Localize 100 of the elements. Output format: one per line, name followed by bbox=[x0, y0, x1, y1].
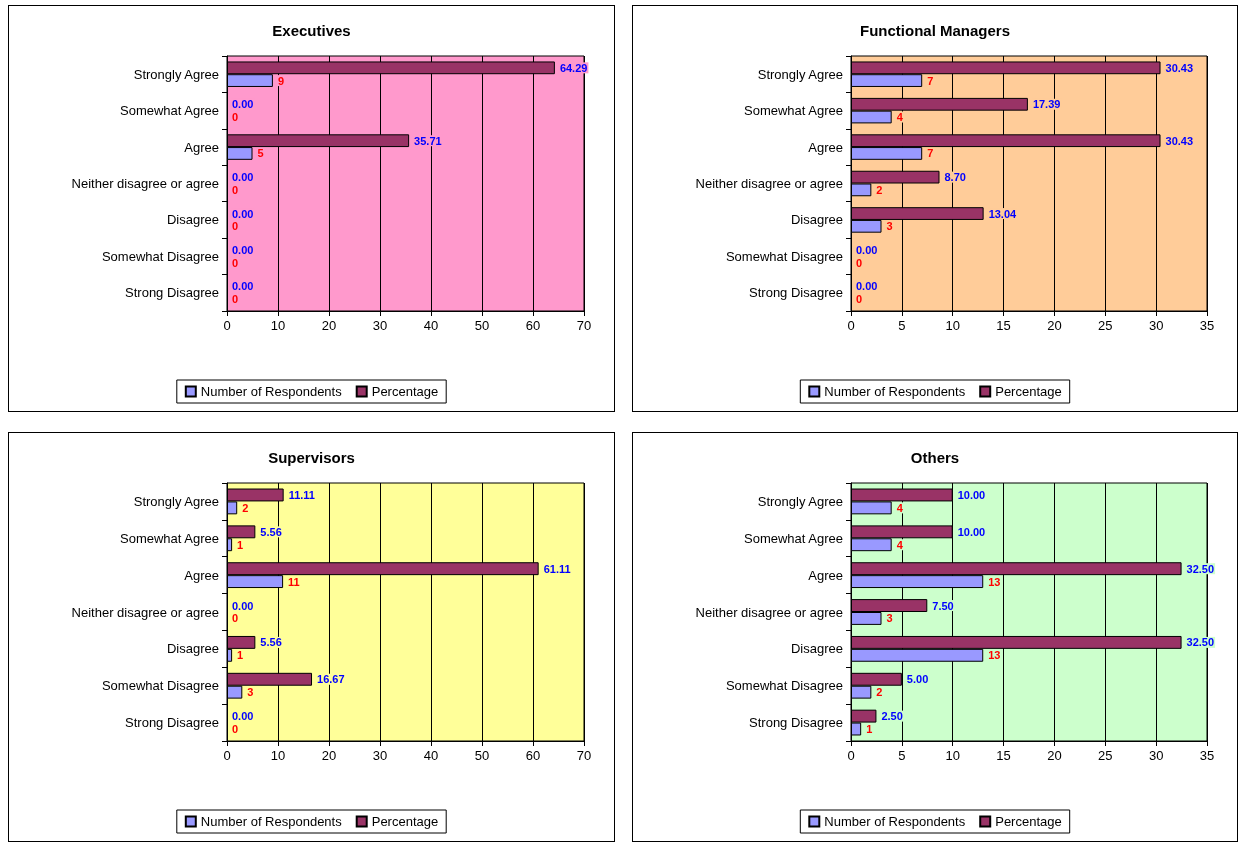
x-tick-label: 60 bbox=[525, 748, 541, 763]
data-label: 16.67 bbox=[317, 673, 345, 686]
x-tick-label: 5 bbox=[898, 318, 906, 333]
data-label: 13 bbox=[988, 575, 1001, 588]
chart-title: Functional Managers bbox=[859, 22, 1011, 39]
data-label: 0.00 bbox=[232, 710, 254, 723]
data-label: 5.00 bbox=[906, 673, 929, 686]
x-tick-label: 10 bbox=[945, 748, 960, 763]
data-label: 10.00 bbox=[957, 525, 986, 538]
x-tick-label: 20 bbox=[321, 318, 337, 333]
data-label: 5.56 bbox=[260, 636, 282, 649]
y-tick-label: Neither disagree or agree bbox=[71, 176, 219, 191]
y-tick-label: Somewhat Disagree bbox=[101, 248, 219, 264]
data-label: 5 bbox=[257, 147, 264, 160]
y-tick-label: Strong Disagree bbox=[125, 285, 219, 301]
legend-label: Number of Respondents bbox=[824, 814, 966, 829]
data-label: 1 bbox=[237, 649, 244, 662]
y-tick-label: Somewhat Agree bbox=[119, 530, 219, 546]
x-tick-label: 35 bbox=[1199, 318, 1215, 333]
x-tick-label: 35 bbox=[1199, 748, 1215, 763]
data-label: 13.04 bbox=[988, 207, 1018, 220]
x-tick-label: 25 bbox=[1098, 748, 1113, 763]
data-label: 7.50 bbox=[932, 599, 954, 612]
data-label: 0.00 bbox=[232, 98, 254, 111]
data-label: 61.11 bbox=[543, 562, 571, 575]
y-tick-label: Somewhat Disagree bbox=[725, 678, 843, 694]
y-tick-label: Strongly Agree bbox=[133, 66, 219, 82]
y-tick-label: Strongly Agree bbox=[757, 493, 843, 509]
data-label: 10.00 bbox=[957, 488, 986, 501]
data-label: 5.56 bbox=[260, 525, 282, 538]
x-tick-label: 25 bbox=[1098, 318, 1113, 333]
y-tick-label: Strong Disagree bbox=[749, 285, 843, 301]
legend-label: Percentage bbox=[995, 384, 1062, 399]
y-tick-label: Agree bbox=[184, 139, 219, 155]
x-tick-label: 50 bbox=[474, 748, 490, 763]
y-tick-label: Strong Disagree bbox=[749, 715, 843, 731]
x-tick-label: 0 bbox=[223, 318, 231, 333]
data-label: 1 bbox=[866, 723, 873, 736]
x-tick-label: 30 bbox=[372, 748, 388, 763]
data-label: 0 bbox=[856, 256, 863, 269]
data-label: 0 bbox=[232, 293, 239, 306]
y-tick-label: Somewhat Disagree bbox=[725, 248, 843, 264]
x-tick-label: 70 bbox=[576, 318, 592, 333]
data-label: 1 bbox=[237, 538, 244, 551]
data-label: 3 bbox=[886, 612, 893, 625]
x-tick-label: 30 bbox=[1148, 318, 1164, 333]
y-tick-label: Strongly Agree bbox=[133, 493, 219, 509]
x-tick-label: 0 bbox=[847, 318, 855, 333]
data-label: 4 bbox=[896, 111, 904, 124]
legend-label: Number of Respondents bbox=[200, 384, 343, 399]
data-label: 0 bbox=[856, 293, 863, 306]
data-label: 7 bbox=[927, 147, 934, 160]
data-label: 0.00 bbox=[856, 243, 878, 256]
data-label: 0 bbox=[232, 612, 239, 625]
x-tick-label: 70 bbox=[576, 748, 592, 763]
data-label: 0.00 bbox=[232, 207, 254, 220]
x-tick-label: 10 bbox=[945, 318, 960, 333]
chart-title: Others bbox=[910, 449, 960, 466]
x-tick-label: 20 bbox=[321, 748, 337, 763]
data-label: 11 bbox=[288, 575, 300, 588]
data-label: 7 bbox=[927, 74, 934, 87]
x-tick-label: 0 bbox=[847, 748, 855, 763]
data-label: 0 bbox=[232, 183, 239, 196]
y-tick-label: Neither disagree or agree bbox=[71, 604, 219, 620]
data-label: 0.00 bbox=[232, 280, 254, 293]
data-label: 35.71 bbox=[414, 134, 442, 147]
x-tick-label: 0 bbox=[223, 748, 231, 763]
x-tick-label: 50 bbox=[474, 318, 490, 333]
chart-title: Supervisors bbox=[268, 449, 355, 466]
y-tick-label: Agree bbox=[808, 567, 843, 583]
legend-label: Percentage bbox=[995, 814, 1062, 829]
x-tick-label: 60 bbox=[525, 318, 541, 333]
x-tick-label: 5 bbox=[898, 748, 906, 763]
data-label: 30.43 bbox=[1165, 61, 1194, 74]
data-label: 4 bbox=[896, 501, 904, 514]
data-label: 30.43 bbox=[1165, 134, 1194, 147]
x-tick-label: 15 bbox=[996, 318, 1011, 333]
y-tick-label: Agree bbox=[184, 567, 219, 583]
y-tick-label: Disagree bbox=[790, 212, 843, 228]
legend-label: Percentage bbox=[371, 384, 439, 399]
x-tick-label: 30 bbox=[1148, 748, 1164, 763]
x-tick-label: 30 bbox=[372, 318, 388, 333]
data-label: 8.70 bbox=[944, 171, 966, 184]
data-label: 2.50 bbox=[881, 710, 903, 723]
y-tick-label: Disagree bbox=[166, 641, 219, 657]
data-label: 2 bbox=[876, 686, 883, 699]
x-tick-label: 20 bbox=[1047, 318, 1062, 333]
data-label: 0.00 bbox=[232, 599, 254, 612]
legend-label: Number of Respondents bbox=[200, 814, 343, 829]
data-label: 32.50 bbox=[1186, 636, 1215, 649]
data-label: 17.39 bbox=[1032, 98, 1061, 111]
data-label: 13 bbox=[988, 649, 1001, 662]
data-label: 0 bbox=[232, 111, 239, 124]
y-tick-label: Neither disagree or agree bbox=[695, 176, 843, 191]
y-tick-label: Disagree bbox=[166, 212, 219, 228]
data-label: 2 bbox=[242, 501, 249, 514]
data-label: 11.11 bbox=[288, 488, 315, 501]
x-tick-label: 10 bbox=[270, 748, 286, 763]
y-tick-label: Disagree bbox=[790, 641, 843, 657]
y-tick-label: Strongly Agree bbox=[757, 66, 843, 82]
